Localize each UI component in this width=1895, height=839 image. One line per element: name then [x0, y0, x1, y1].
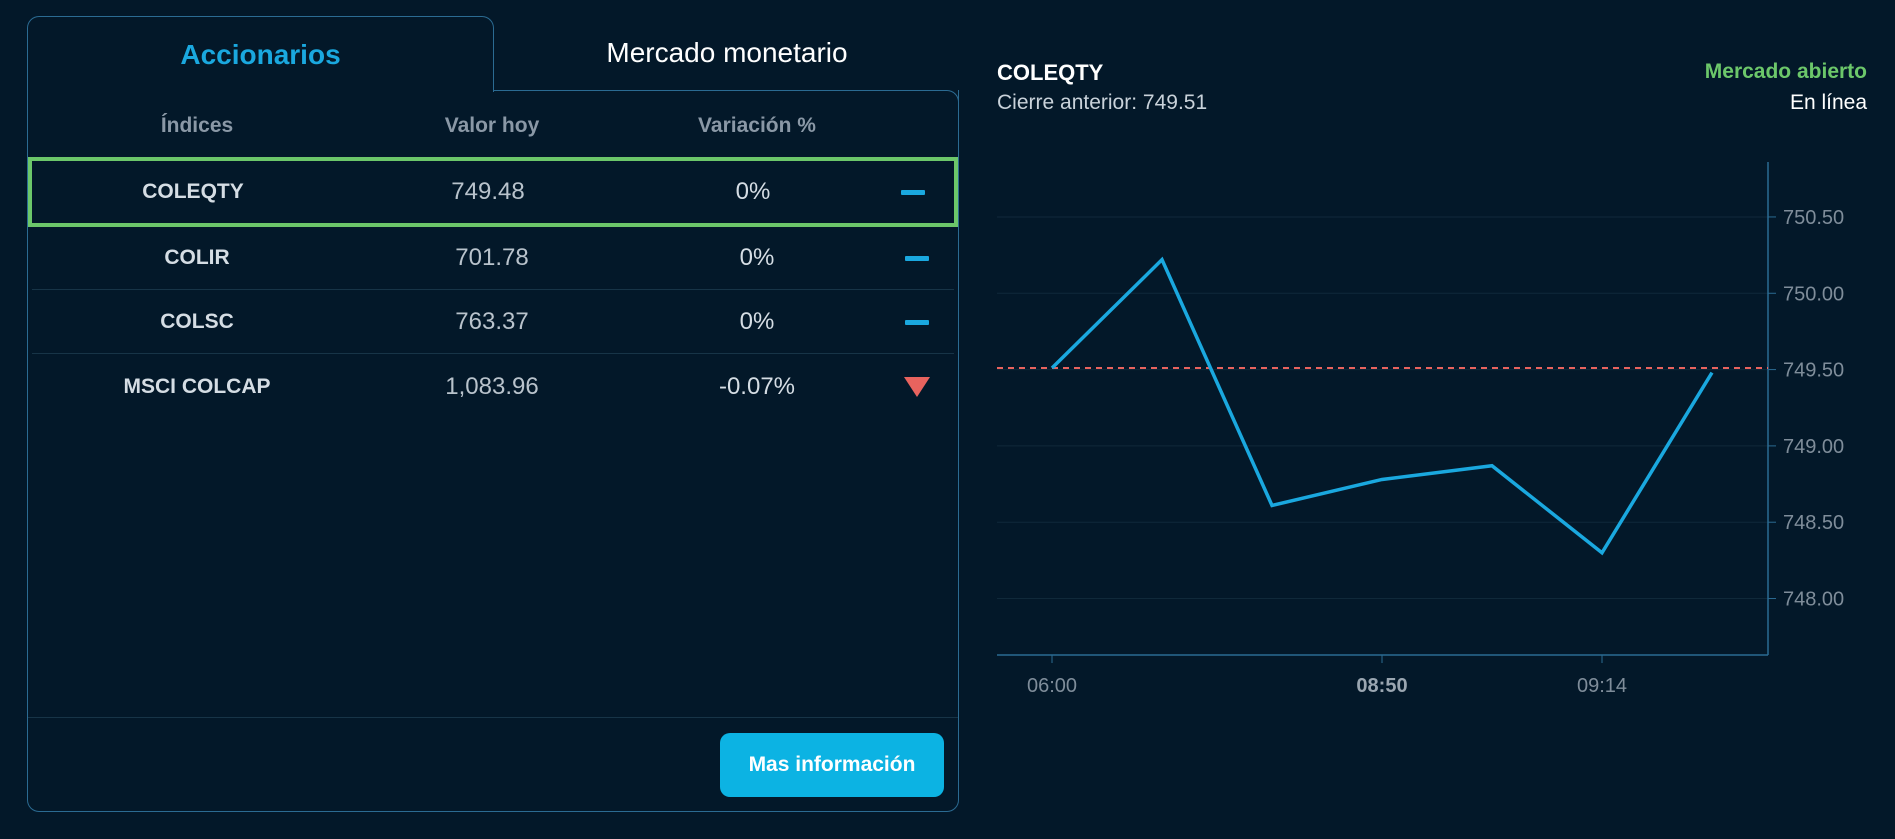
index-name: MSCI COLCAP	[123, 374, 271, 398]
flat-dash-icon	[892, 291, 942, 353]
index-variation: 0%	[739, 308, 775, 335]
y-tick-label: 750.50	[1783, 207, 1844, 229]
chart-title: COLEQTY	[997, 60, 1104, 85]
index-value: 763.37	[455, 308, 529, 335]
line-chart: 750.50 750.00 749.50 749.00 748.50 748.00 06:0…	[997, 162, 1844, 697]
panel-border-top	[493, 90, 959, 110]
index-value: 701.78	[455, 244, 529, 271]
tab-mercado-monetario[interactable]: Mercado monetario	[606, 37, 848, 68]
y-tick-label: 748.50	[1783, 512, 1844, 534]
x-tick-label: 09:14	[1577, 675, 1627, 697]
index-variation: -0.07%	[718, 372, 796, 400]
connection-status: En línea	[1789, 91, 1867, 114]
y-tick-label: 749.00	[1783, 436, 1844, 458]
table-row[interactable]: COLEQTY 749.48 0%	[28, 157, 958, 227]
x-tick-label: 06:00	[1027, 675, 1077, 697]
previous-close-label: Cierre anterior:	[997, 91, 1138, 114]
down-triangle-icon	[892, 355, 942, 418]
x-tick-label: 08:50	[1356, 675, 1407, 697]
y-tick-label: 748.00	[1783, 589, 1844, 611]
index-value: 749.48	[451, 178, 525, 205]
market-status: Mercado abierto	[1704, 60, 1867, 83]
tab-accionarios[interactable]: Accionarios	[27, 16, 494, 92]
index-name: COLSC	[160, 310, 234, 333]
flat-dash-icon	[892, 227, 942, 289]
series-line	[1050, 256, 1714, 556]
more-info-button[interactable]: Mas información	[720, 733, 944, 797]
y-tick-label: 750.00	[1783, 283, 1844, 305]
index-variation: 0%	[735, 178, 771, 205]
indices-panel	[27, 90, 959, 812]
y-tick-label: 749.50	[1783, 360, 1844, 382]
table-row[interactable]: MSCI COLCAP 1,083.96 -0.07%	[32, 355, 954, 418]
index-name: COLEQTY	[142, 180, 244, 203]
flat-dash-icon	[888, 161, 938, 223]
header-indices: Índices	[160, 114, 234, 137]
index-value: 1,083.96	[445, 372, 539, 400]
index-name: COLIR	[164, 246, 230, 269]
previous-close: Cierre anterior: 749.51	[997, 91, 1207, 115]
index-variation: 0%	[739, 244, 775, 271]
previous-close-value: 749.51	[1142, 91, 1208, 114]
header-variacion: Variación %	[698, 114, 816, 137]
table-row[interactable]: COLIR 701.78 0%	[32, 227, 954, 290]
table-row[interactable]: COLSC 763.37 0%	[32, 291, 954, 354]
header-valor-hoy: Valor hoy	[444, 114, 540, 137]
footer-divider	[28, 717, 958, 718]
